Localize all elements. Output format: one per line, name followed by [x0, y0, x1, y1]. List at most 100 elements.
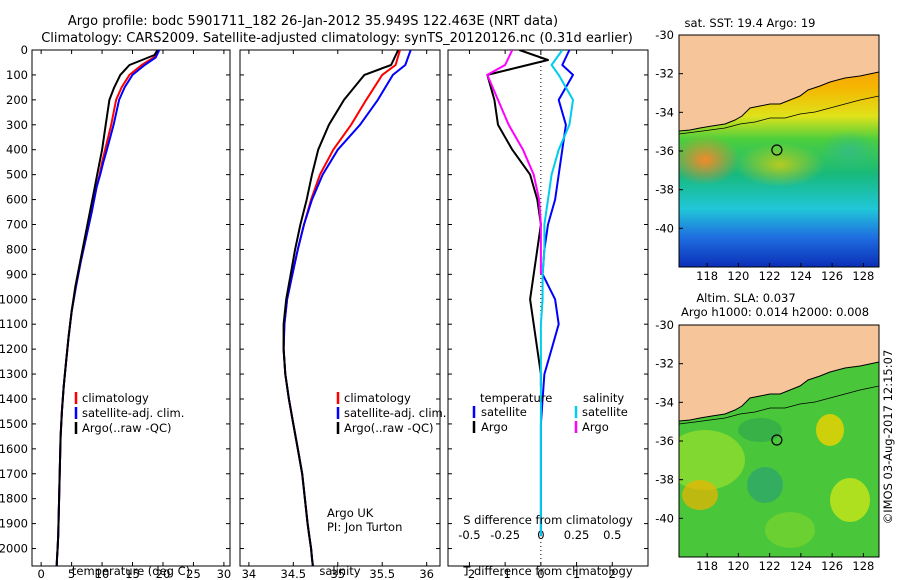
profile-line — [486, 50, 549, 387]
legend-label-climatology: climatology — [344, 391, 411, 405]
legend-label-t-argo: Argo — [481, 420, 508, 434]
t-difference-xlabel: T difference from climatology — [462, 564, 633, 578]
sla-patch — [765, 512, 815, 548]
float-location-marker — [771, 144, 783, 156]
legend-title-temperature: temperature — [480, 391, 552, 405]
x-tick-label: 34 — [242, 567, 257, 580]
depth-tick-label: 1600 — [0, 442, 28, 456]
lat-tick-label: -30 — [655, 318, 674, 332]
lon-tick-label: 126 — [821, 559, 843, 573]
depth-tick-label: 700 — [6, 217, 28, 231]
depth-tick-label: 300 — [6, 118, 28, 132]
legend-label-satellite: satellite-adj. clim. — [82, 406, 184, 420]
lat-tick-label: -38 — [655, 183, 674, 197]
profile-line — [282, 50, 401, 566]
temperature-legend: climatology satellite-adj. clim. Argo(..… — [74, 391, 184, 435]
salinity-panel-frame — [239, 49, 441, 567]
sst-coastline — [679, 71, 879, 132]
x-tick-label: 5 — [68, 567, 75, 580]
sla-map-axes: 118 120 122 124 126 128 -30 -32 -34 -36 -38 -40 — [655, 318, 874, 573]
profile-line — [282, 50, 412, 566]
sst-cool-patch — [820, 130, 879, 170]
temperature-x-axis: 0 5 10 15 20 25 30 — [37, 50, 231, 580]
depth-tick-label: 1300 — [0, 367, 28, 381]
s-tick-label: -0.25 — [490, 528, 520, 542]
sla-land — [679, 325, 879, 421]
sla-patch — [738, 418, 782, 442]
x-tick-label: 2 — [609, 567, 616, 580]
legend-label-t-satellite: satellite — [481, 405, 527, 419]
lon-tick-label: 120 — [727, 269, 749, 283]
depth-tick-label: 1700 — [0, 467, 28, 481]
profile-line — [486, 50, 542, 275]
s-tick-label: 0.25 — [564, 528, 590, 542]
argo-uk-label: Argo UK — [327, 506, 374, 520]
x-tick-label: 30 — [217, 567, 232, 580]
lat-tick-label: -32 — [655, 67, 674, 81]
sla-patch — [679, 430, 745, 490]
sla-patch — [816, 414, 844, 446]
title-line-2: Climatology: CARS2009. Satellite-adjuste… — [41, 31, 633, 46]
legend-label-s-argo: Argo — [582, 420, 609, 434]
title-line-1: Argo profile: bodc 5901711_182 26-Jan-20… — [68, 14, 558, 29]
lat-tick-label: -36 — [655, 434, 674, 448]
depth-tick-label: 1400 — [0, 392, 28, 406]
x-tick-label: 36 — [419, 567, 434, 580]
sla-map-title-1: Altim. SLA: 0.037 — [696, 291, 795, 305]
depth-tick-label: 500 — [6, 168, 28, 182]
lat-tick-label: -30 — [655, 28, 674, 42]
lon-tick-label: 128 — [852, 559, 874, 573]
depth-tick-label: 2000 — [0, 542, 28, 556]
sst-map-title: sat. SST: 19.4 Argo: 19 — [685, 16, 816, 30]
temperature-panel-frame — [31, 49, 231, 567]
depth-tick-label: 1900 — [0, 517, 28, 531]
lat-tick-label: -32 — [655, 357, 674, 371]
s-tick-label: -0.5 — [458, 528, 480, 542]
sla-coastline — [679, 361, 879, 422]
legend-label-s-satellite: satellite — [582, 405, 628, 419]
x-tick-label: 1 — [573, 567, 580, 580]
s-difference-xlabel: S difference from climatology — [463, 513, 633, 527]
lat-tick-label: -40 — [655, 221, 674, 235]
depth-tick-label: 400 — [6, 143, 28, 157]
depth-tick-label: 200 — [6, 93, 28, 107]
depth-tick-label: 1200 — [0, 342, 28, 356]
legend-label-argo: Argo(..raw -QC) — [82, 421, 172, 435]
sst-warm-patch — [679, 135, 740, 185]
x-tick-label: 0 — [37, 567, 44, 580]
depth-tick-label: 1800 — [0, 492, 28, 506]
float-location-marker — [771, 434, 783, 446]
salinity-xlabel: salinity — [319, 564, 360, 578]
profile-line — [282, 50, 400, 566]
lat-tick-label: -36 — [655, 144, 674, 158]
legend-label-satellite: satellite-adj. clim. — [344, 406, 446, 420]
temperature-profiles — [55, 50, 161, 566]
sla-patch — [747, 467, 783, 503]
x-tick-label: 35 — [330, 567, 345, 580]
difference-panel-frame — [447, 49, 649, 567]
x-tick-label: -1 — [499, 567, 510, 580]
x-tick-label: 34.5 — [281, 567, 307, 580]
depth-tick-label: 900 — [6, 267, 28, 281]
lat-tick-label: -34 — [655, 105, 674, 119]
profile-line — [539, 50, 574, 537]
salinity-profiles — [282, 50, 412, 566]
lon-tick-label: 122 — [759, 269, 781, 283]
sla-isobath — [679, 385, 879, 425]
profile-line — [539, 50, 574, 537]
legend-label-climatology: climatology — [82, 391, 149, 405]
difference-legend: temperature satellite Argo salinity sate… — [472, 391, 628, 434]
depth-tick-label: 100 — [6, 68, 28, 82]
lon-tick-label: 128 — [852, 269, 874, 283]
temperature-xlabel: temperature (deg C) — [72, 564, 190, 578]
sst-isobath — [679, 95, 879, 135]
x-tick-label: 15 — [125, 567, 140, 580]
x-tick-label: 20 — [156, 567, 171, 580]
lon-tick-label: 120 — [727, 559, 749, 573]
x-tick-label: 10 — [95, 567, 110, 580]
lat-tick-label: -34 — [655, 395, 674, 409]
sla-patch — [830, 478, 870, 522]
sla-map — [679, 325, 879, 557]
